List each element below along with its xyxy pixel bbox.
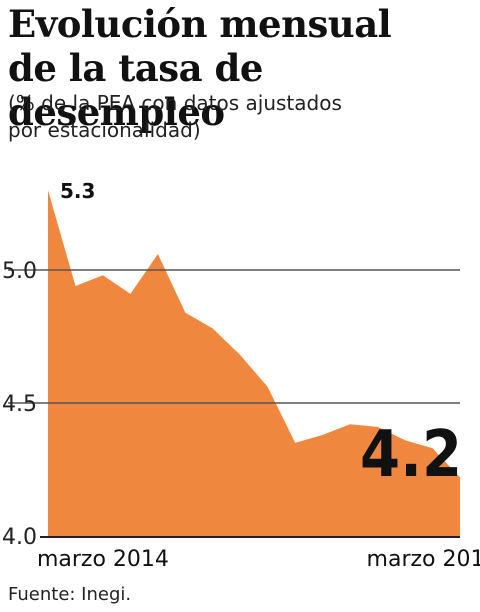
title-line-1: Evolución mensual xyxy=(8,2,392,46)
y-tick-5.0: 5.0 xyxy=(2,259,37,284)
y-tick-4.5: 4.5 xyxy=(2,392,37,417)
peak-label: 5.3 xyxy=(60,179,95,203)
unemployment-area xyxy=(48,190,460,536)
source-note: Fuente: Inegi. xyxy=(8,584,132,605)
chart-title: Evolución mensual de la tasa de desemple… xyxy=(8,2,480,134)
area-layer xyxy=(48,190,460,536)
x-tick-2014-03: marzo 2014 xyxy=(37,547,169,572)
annotations: 5.3 4.2 xyxy=(60,179,462,492)
title-line-2: de la tasa de desempleo xyxy=(8,46,263,134)
latest-value-label: 4.2 xyxy=(360,418,462,492)
grid-layer xyxy=(8,269,460,538)
subtitle-line-2: por estacionalidad) xyxy=(8,118,201,142)
chart-subtitle: (% de la PEA con datos ajustados por est… xyxy=(8,90,342,144)
subtitle-line-1: (% de la PEA con datos ajustados xyxy=(8,91,342,115)
y-axis-ticks: 4.0 4.5 5.0 xyxy=(2,259,37,550)
y-tick-4.0: 4.0 xyxy=(2,525,37,550)
